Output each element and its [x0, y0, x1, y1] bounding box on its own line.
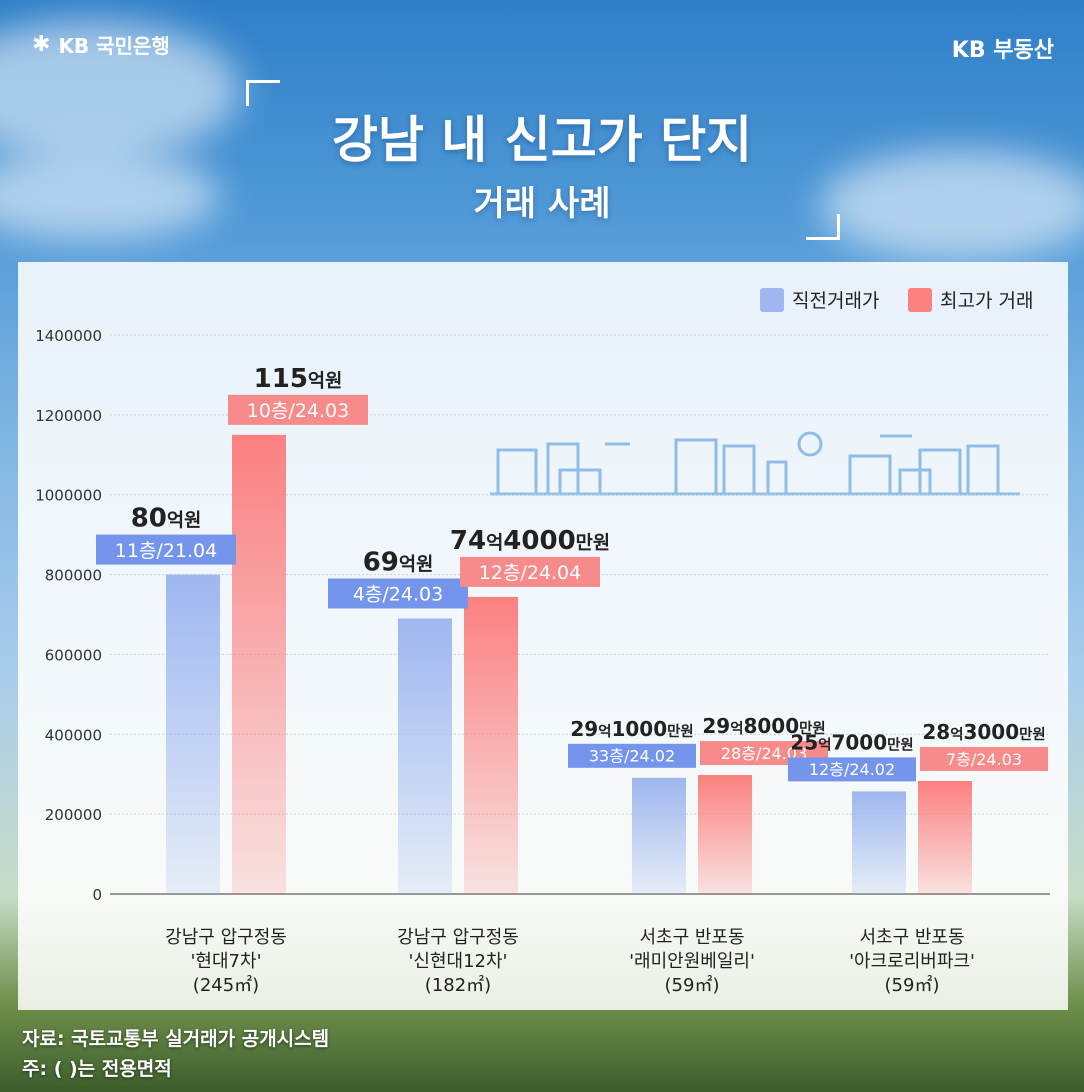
- y-tick-label: 200000: [45, 806, 102, 824]
- max-price-label: 115억원: [254, 364, 343, 394]
- kb-bank-logo-text: KB 국민은행: [58, 34, 170, 58]
- max-price-label: 28억3000만원: [922, 720, 1045, 744]
- x-category-label: '래미안원베일리': [629, 951, 755, 972]
- x-category-label: '아크로리버파크': [849, 951, 975, 972]
- max-price-label: 29억8000만원: [702, 714, 825, 738]
- page-subtitle: 거래 사례: [473, 184, 611, 224]
- date-tag-box: [328, 578, 468, 609]
- max-price-label: 74억4000만원: [450, 526, 610, 556]
- cloud-decoration: [0, 150, 220, 240]
- prev-price-bar: [398, 618, 452, 894]
- max-price-bar: [232, 434, 286, 894]
- x-category-label: 강남구 압구정동: [165, 927, 287, 948]
- prev-price-bar: [632, 777, 686, 894]
- page-title: 강남 내 신고가 단지: [331, 111, 753, 169]
- date-tag-text: 12층/24.02: [809, 760, 895, 779]
- y-tick-label: 1400000: [35, 327, 102, 345]
- x-category-label: (245㎡): [193, 974, 259, 996]
- x-category-label: 서초구 반포동: [859, 927, 964, 948]
- max-price-bar: [918, 781, 972, 894]
- legend-label: 직전거래가: [792, 290, 879, 312]
- title-bracket-close: [806, 214, 840, 240]
- x-category-label: 서초구 반포동: [639, 927, 744, 948]
- x-category-label: (59㎡): [665, 974, 720, 996]
- date-tag-box: [568, 743, 696, 768]
- city-skyline-decoration: [490, 431, 1020, 496]
- title-bracket-open: [246, 80, 280, 106]
- x-category-label: '현대7차': [190, 951, 261, 972]
- kb-star-icon: ✱: [32, 32, 51, 57]
- y-tick-label: 400000: [45, 726, 102, 744]
- x-category-label: (59㎡): [885, 974, 940, 996]
- date-tag-text: 4층/24.03: [353, 584, 443, 606]
- prev-price-label: 29억1000만원: [570, 717, 693, 741]
- cloud-decoration: [0, 20, 240, 160]
- legend-label: 최고가 거래: [940, 290, 1033, 312]
- date-tag-box: [460, 556, 600, 587]
- date-tag-box: [920, 747, 1048, 772]
- date-tag-text: 10층/24.03: [247, 400, 349, 422]
- y-tick-label: 1200000: [35, 407, 102, 425]
- y-tick-label: 0: [92, 886, 102, 904]
- y-tick-label: 1000000: [35, 487, 102, 505]
- y-tick-label: 600000: [45, 646, 102, 664]
- date-tag-box: [96, 534, 236, 565]
- date-tag-text: 28층/24.03: [721, 744, 807, 763]
- prev-price-bar: [852, 791, 906, 894]
- date-tag-text: 11층/21.04: [115, 540, 217, 562]
- date-tag-box: [788, 757, 916, 782]
- prev-price-label: 69억원: [363, 547, 434, 577]
- date-tag-box: [228, 394, 368, 425]
- date-tag-text: 12층/24.04: [479, 562, 581, 584]
- legend-swatch: [908, 288, 932, 312]
- footnote: 주: ( )는 전용면적: [22, 1058, 172, 1080]
- max-price-bar: [698, 775, 752, 894]
- kb-realestate-logo: KB 부동산: [951, 38, 1054, 63]
- prev-price-label: 80억원: [131, 504, 202, 534]
- x-category-label: 강남구 압구정동: [397, 927, 519, 948]
- y-tick-label: 800000: [45, 567, 102, 585]
- source-note: 자료: 국토교통부 실거래가 공개시스템: [22, 1028, 330, 1050]
- prev-price-bar: [166, 574, 220, 894]
- date-tag-text: 7층/24.03: [946, 750, 1022, 769]
- kb-bank-logo: ✱ KB 국민은행: [32, 30, 170, 59]
- cloud-decoration: [820, 150, 1084, 260]
- date-tag-text: 33층/24.02: [589, 747, 675, 766]
- x-category-label: (182㎡): [425, 974, 491, 996]
- x-category-label: '신현대12차': [408, 951, 507, 972]
- max-price-bar: [464, 596, 518, 894]
- prev-price-label: 25억7000만원: [790, 730, 913, 754]
- legend-swatch: [760, 288, 784, 312]
